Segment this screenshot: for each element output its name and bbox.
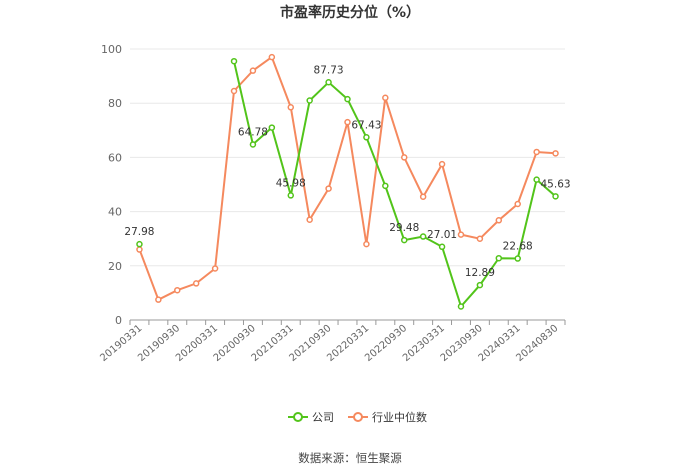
data-point xyxy=(249,67,257,74)
data-labels: 27.98 64.78 45.98 87.73 67.43 29.48 27.01 12.89… xyxy=(124,64,570,279)
data-point xyxy=(382,94,389,102)
data-point xyxy=(230,57,238,65)
data-point xyxy=(230,87,238,95)
y-tick-label: 20 xyxy=(108,260,122,273)
series-0 xyxy=(136,57,559,310)
data-label: 64.78 xyxy=(238,126,268,138)
data-point xyxy=(249,141,257,148)
data-point xyxy=(382,182,389,190)
data-label: 27.01 xyxy=(427,229,457,241)
data-point xyxy=(400,154,408,161)
data-label: 87.73 xyxy=(314,64,344,76)
legend-label: 行业中位数 xyxy=(372,410,427,424)
data-point xyxy=(306,216,313,223)
data-point xyxy=(174,286,181,294)
data-point xyxy=(155,296,162,303)
data-point xyxy=(211,265,219,272)
data-point xyxy=(533,176,540,183)
y-tick-label: 80 xyxy=(108,97,122,110)
data-point xyxy=(363,240,370,248)
legend-label: 公司 xyxy=(312,411,334,424)
data-point xyxy=(344,118,351,126)
data-point xyxy=(457,231,465,238)
data-label: 29.48 xyxy=(389,222,419,234)
data-point xyxy=(325,185,332,192)
x-tick-label: 20240830 xyxy=(514,323,560,364)
data-label: 67.43 xyxy=(351,119,381,131)
data-point xyxy=(438,160,446,168)
data-point xyxy=(306,97,313,104)
grid xyxy=(130,48,565,321)
data-point xyxy=(287,192,295,199)
data-point xyxy=(287,104,295,111)
data-point xyxy=(268,124,276,131)
data-point xyxy=(552,193,559,200)
data-point xyxy=(533,148,540,156)
data-label: 27.98 xyxy=(124,226,154,238)
data-point xyxy=(136,246,143,253)
source-text: 数据来源：恒生聚源 xyxy=(298,451,402,465)
data-point xyxy=(476,235,484,242)
data-label: 12.89 xyxy=(465,267,495,279)
data-point xyxy=(495,254,503,262)
legend-marker xyxy=(293,412,303,422)
data-point xyxy=(344,95,351,103)
series-1 xyxy=(136,53,559,303)
data-label: 45.63 xyxy=(541,178,571,190)
y-tick-label: 0 xyxy=(115,314,122,327)
data-point xyxy=(400,236,408,244)
data-point xyxy=(136,240,143,248)
data-point xyxy=(495,217,503,224)
data-label: 22.68 xyxy=(503,241,533,253)
data-point xyxy=(419,193,427,200)
y-tick-label: 40 xyxy=(108,206,122,219)
data-point xyxy=(363,134,370,141)
data-point xyxy=(192,280,200,287)
data-point xyxy=(457,303,465,310)
legend-item-1[interactable]: 行业中位数 xyxy=(348,410,427,424)
chart-title: 市盈率历史分位（%） xyxy=(280,4,420,21)
data-point xyxy=(268,53,276,61)
data-point xyxy=(552,150,559,157)
y-tick-label: 100 xyxy=(101,43,122,56)
legend-marker xyxy=(353,412,363,422)
data-label: 45.98 xyxy=(276,177,306,189)
legend-item-0[interactable]: 公司 xyxy=(288,411,334,424)
x-axis: 2019033120190930202003312020093020210331… xyxy=(98,319,566,364)
legend[interactable]: 公司 行业中位数 xyxy=(288,410,427,424)
data-point xyxy=(419,233,427,240)
series-layer xyxy=(136,53,559,310)
y-axis: 0 20 40 60 80 100 xyxy=(101,43,122,327)
data-point xyxy=(438,243,446,251)
data-point xyxy=(514,255,521,262)
data-point xyxy=(476,281,484,289)
series-line xyxy=(138,55,556,302)
y-tick-label: 60 xyxy=(108,151,122,164)
data-point xyxy=(325,79,332,86)
data-point xyxy=(514,200,521,208)
